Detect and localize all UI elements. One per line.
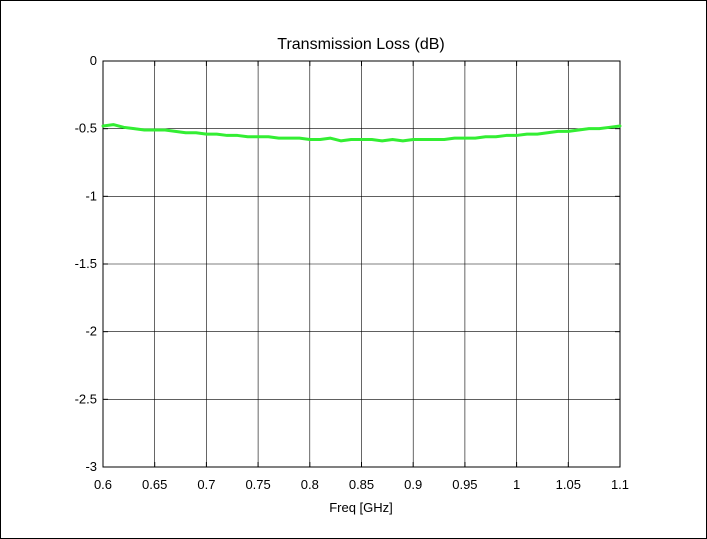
plot-border	[102, 60, 621, 468]
x-tick-label: 0.7	[197, 477, 215, 492]
y-tick-label: -3	[85, 459, 97, 474]
y-tick-label: -1.5	[75, 256, 97, 271]
x-tick-label: 0.75	[245, 477, 270, 492]
x-tick-label: 0.85	[349, 477, 374, 492]
chart-title: Transmission Loss (dB)	[277, 36, 444, 53]
y-tick-label: 0	[90, 53, 97, 68]
x-tick-label: 0.9	[404, 477, 422, 492]
y-tick-labels: 0 -0.5 -1 -1.5 -2 -2.5 -3	[75, 53, 97, 474]
y-tick-label: -1	[85, 188, 97, 203]
y-tick-label: -2	[85, 324, 97, 339]
x-tick-labels: 0.6 0.65 0.7 0.75 0.8 0.85 0.9 0.95 1 1.05 1.1	[94, 477, 629, 492]
x-tick-label: 0.8	[301, 477, 319, 492]
x-tick-label: 1.1	[611, 477, 629, 492]
x-tick-label: 0.65	[142, 477, 167, 492]
x-tick-label: 0.95	[452, 477, 477, 492]
x-axis-label: Freq [GHz]	[329, 500, 393, 515]
y-tick-label: -2.5	[75, 391, 97, 406]
series-layer	[101, 123, 622, 143]
y-tick-label: -0.5	[75, 121, 97, 136]
x-tick-label: 1	[513, 477, 520, 492]
series-line	[101, 123, 622, 143]
x-tick-label: 1.05	[556, 477, 581, 492]
x-tick-label: 0.6	[94, 477, 112, 492]
